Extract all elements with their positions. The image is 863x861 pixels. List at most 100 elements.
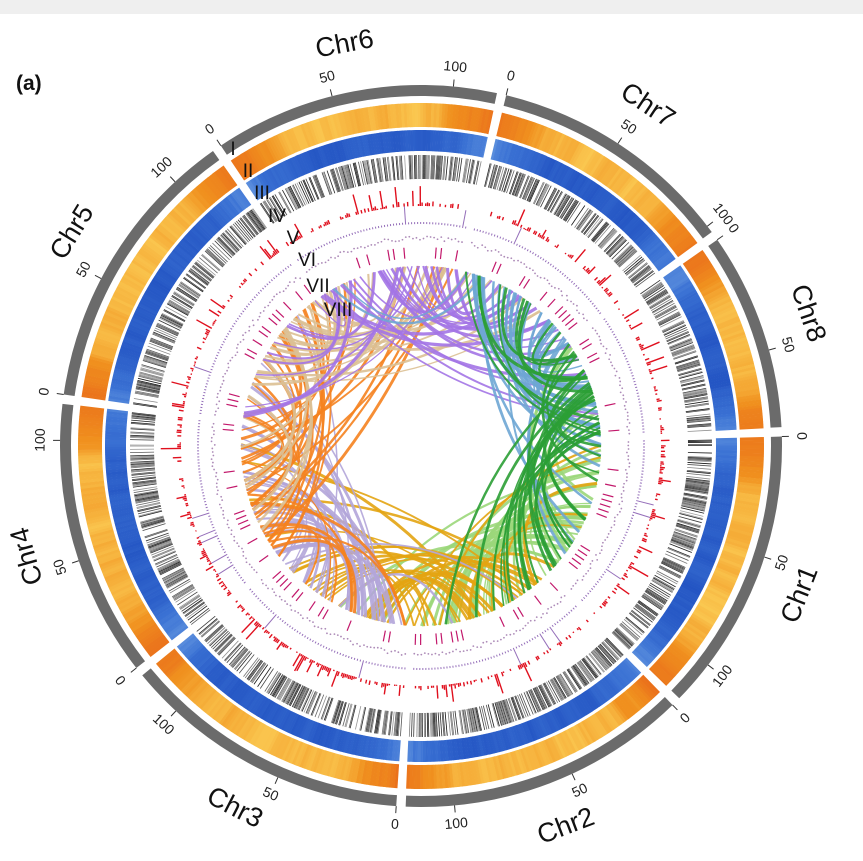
track-iii-line: [573, 664, 588, 685]
track-i-bin: [508, 116, 519, 141]
track-ii-bin: [107, 480, 129, 486]
track-v-point: [270, 279, 273, 282]
track-v-point: [606, 323, 609, 326]
track-i-bin: [479, 759, 487, 784]
track-ii-bin: [170, 251, 189, 267]
track-ii-bin: [148, 595, 169, 609]
track-v-point: [307, 252, 310, 255]
track-ii-bin: [388, 739, 394, 761]
track-ii-bin: [662, 612, 682, 627]
track-v-point: [281, 619, 284, 623]
track-iii-line: [650, 298, 673, 311]
track-i-bin: [616, 175, 635, 196]
track-vi-point: [624, 408, 627, 411]
track-iv-bar: [194, 357, 198, 360]
track-iii-line: [296, 182, 308, 205]
track-iii-line: [649, 296, 671, 310]
track-ii-bin: [105, 456, 127, 460]
track-i-bin: [78, 446, 103, 451]
track-iii-line: [495, 702, 503, 726]
track-i-bin: [726, 535, 751, 545]
track-iv-bar: [495, 673, 504, 694]
track-ii-bin: [146, 591, 166, 605]
track-i-bin: [102, 316, 126, 328]
track-iv-bar: [202, 337, 207, 341]
track-iii-line: [529, 689, 540, 713]
track-iv-bar: [192, 525, 195, 528]
track-iii-line: [660, 562, 683, 574]
track-iii-line: [159, 562, 181, 574]
track-iii-line: [233, 650, 250, 670]
track-i-bin: [186, 193, 206, 214]
track-iv-bar: [316, 664, 324, 677]
track-i-bin: [626, 184, 645, 205]
track-iii-line: [130, 465, 155, 469]
track-i-bin: [82, 495, 107, 503]
track-ii-bin: [612, 668, 628, 687]
track-ii-bin: [132, 565, 153, 577]
track-iii-line: [164, 572, 187, 585]
track-ii-bin: [106, 475, 128, 481]
track-ii-bin: [176, 633, 195, 649]
track-i-bin: [459, 105, 466, 130]
track-ii-bin: [714, 415, 736, 421]
track-i-bin: [733, 507, 758, 515]
track-iii-line: [570, 666, 586, 687]
track-ii-bin: [467, 736, 475, 758]
link: [528, 386, 593, 572]
track-iii-line: [267, 198, 281, 220]
track-iii-line: [294, 183, 306, 206]
track-i-bin: [99, 556, 123, 568]
track-iii-line: [452, 711, 457, 735]
track-iii-line: [654, 574, 676, 588]
track-iv-bar: [554, 245, 557, 248]
track-iii-line: [217, 637, 236, 655]
track-v-point: [579, 289, 582, 292]
track-vi-point: [613, 367, 616, 370]
track-iii-line: [687, 462, 712, 465]
track-i-bin: [315, 749, 326, 774]
track-v-point: [284, 621, 287, 624]
track-ii-bin: [134, 569, 155, 582]
track-i-bin: [159, 221, 180, 240]
track-iii-line: [344, 703, 352, 727]
track-i-bin: [287, 128, 300, 153]
track-ii-bin: [713, 479, 736, 485]
track-ii-bin: [715, 442, 737, 446]
track-i-bin: [363, 760, 371, 785]
track-v-point: [490, 233, 493, 236]
track-vi-point: [314, 265, 317, 268]
tick-mark: [329, 89, 333, 97]
track-iii-line: [329, 169, 339, 193]
track-iii-line: [545, 188, 558, 211]
track-iv-bar: [649, 365, 668, 373]
track-iii-line: [681, 383, 706, 390]
track-i-bin: [574, 724, 589, 747]
track-vi-point: [461, 241, 463, 243]
track-ii-bin: [216, 203, 233, 222]
track-iii-line: [641, 282, 663, 297]
track-iii-line: [144, 355, 168, 365]
track-vi-point: [306, 617, 309, 619]
track-ii-bin: [486, 732, 495, 755]
track-iii-line: [136, 386, 160, 393]
track-iii-line: [651, 579, 674, 592]
track-v-point: [561, 272, 564, 275]
track-v-point: [275, 275, 278, 278]
track-iii-line: [409, 155, 412, 180]
track-v-point: [340, 236, 342, 240]
track-i-bin: [681, 628, 703, 645]
track-ii-bin: [389, 131, 395, 153]
track-iii-line: [166, 303, 189, 316]
track-iii-line: [174, 291, 195, 305]
track-vi-point: [223, 517, 225, 519]
track-iv-bar: [325, 221, 329, 226]
track-i-bin: [93, 541, 118, 552]
track-vi-point: [572, 303, 575, 305]
track-iii-line: [158, 561, 181, 573]
track-iv-bar: [450, 684, 455, 702]
track-i-bin: [367, 106, 375, 131]
track-ii-bin: [631, 651, 648, 668]
track-ii-bin: [534, 717, 546, 738]
track-iii-line: [149, 541, 172, 551]
